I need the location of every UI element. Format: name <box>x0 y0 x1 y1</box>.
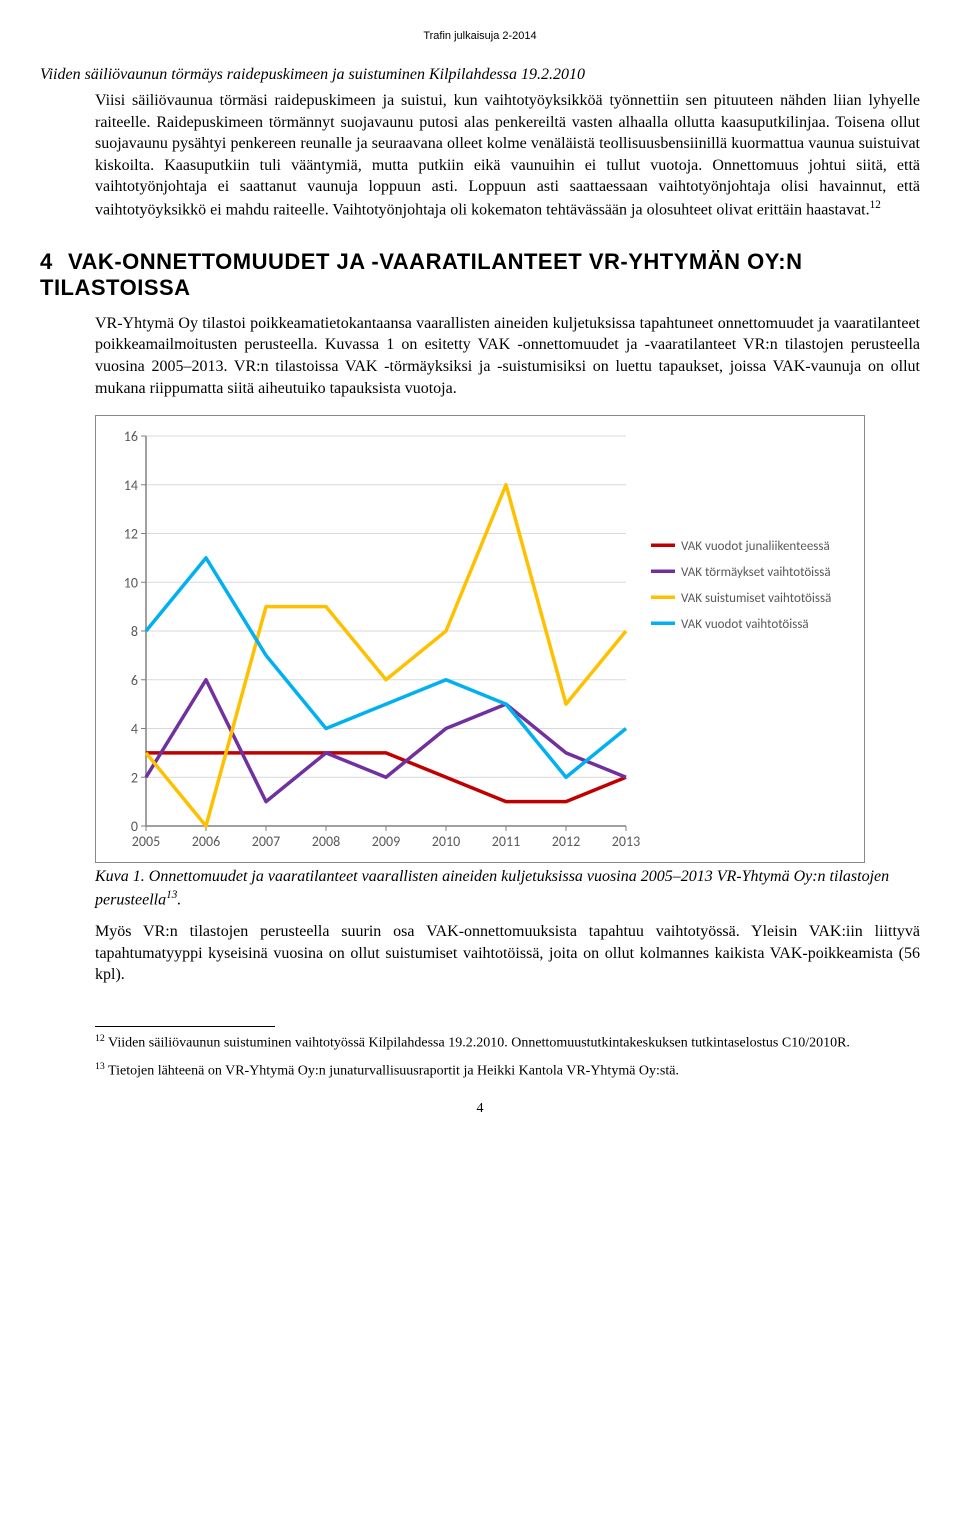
page-header: Trafin julkaisuja 2-2014 <box>40 30 920 42</box>
svg-text:10: 10 <box>124 575 138 592</box>
body-paragraph-3: Myös VR:n tilastojen perusteella suurin … <box>95 921 920 986</box>
body-paragraph-2: VR-Yhtymä Oy tilastoi poikkeamatietokant… <box>95 313 920 399</box>
svg-text:2010: 2010 <box>432 833 460 850</box>
footnote-13-text: Tietojen lähteenä on VR-Yhtymä Oy:n juna… <box>105 1063 679 1078</box>
svg-text:2007: 2007 <box>252 833 280 850</box>
svg-text:2013: 2013 <box>612 833 640 850</box>
svg-text:2009: 2009 <box>372 833 400 850</box>
svg-text:8: 8 <box>131 623 138 640</box>
figure-caption: Kuva 1. Onnettomuudet ja vaaratilanteet … <box>95 867 920 911</box>
svg-text:2005: 2005 <box>132 833 160 850</box>
svg-text:16: 16 <box>124 428 138 445</box>
svg-text:VAK vuodot junaliikenteessä: VAK vuodot junaliikenteessä <box>681 539 830 554</box>
paragraph-heading: Viiden säiliövaunun törmäys raidepuskime… <box>40 66 920 84</box>
svg-text:6: 6 <box>131 672 138 689</box>
footnote-ref-12: 12 <box>870 199 881 211</box>
section-title: VAK-ONNETTOMUUDET JA -VAARATILANTEET VR-… <box>40 249 802 300</box>
svg-text:2006: 2006 <box>192 833 220 850</box>
svg-text:VAK törmäykset vaihtotöissä: VAK törmäykset vaihtotöissä <box>681 565 831 580</box>
line-chart: 0246810121416200520062007200820092010201… <box>95 415 865 863</box>
footnote-12-text: Viiden säiliövaunun suistuminen vaihtoty… <box>105 1036 850 1051</box>
body-paragraph-1: Viisi säiliövaunua törmäsi raidepuskimee… <box>95 90 920 221</box>
svg-text:VAK vuodot vaihtotöissä: VAK vuodot vaihtotöissä <box>681 617 809 632</box>
svg-text:4: 4 <box>131 721 138 738</box>
footnote-12: 12 Viiden säiliövaunun suistuminen vaiht… <box>95 1033 920 1053</box>
svg-text:14: 14 <box>124 477 138 494</box>
svg-text:VAK suistumiset vaihtotöissä: VAK suistumiset vaihtotöissä <box>681 591 831 606</box>
section-number: 4 <box>40 249 68 275</box>
svg-text:12: 12 <box>124 526 138 543</box>
footnote-13: 13 Tietojen lähteenä on VR-Yhtymä Oy:n j… <box>95 1061 920 1081</box>
svg-text:2012: 2012 <box>552 833 580 850</box>
footnote-ref-13: 13 <box>166 889 177 901</box>
footnote-num-13: 13 <box>95 1061 105 1072</box>
caption-text-a: Kuva 1. Onnettomuudet ja vaaratilanteet … <box>95 868 889 908</box>
section-heading: 4VAK-ONNETTOMUUDET JA -VAARATILANTEET VR… <box>40 249 920 301</box>
svg-text:2008: 2008 <box>312 833 340 850</box>
svg-text:2: 2 <box>131 770 138 787</box>
footnote-num-12: 12 <box>95 1033 105 1044</box>
chart-svg: 0246810121416200520062007200820092010201… <box>106 426 866 856</box>
footnote-rule <box>95 1026 275 1027</box>
svg-text:2011: 2011 <box>492 833 520 850</box>
page-number: 4 <box>40 1101 920 1117</box>
para1-text: Viisi säiliövaunua törmäsi raidepuskimee… <box>95 92 920 218</box>
caption-text-b: . <box>177 891 181 908</box>
